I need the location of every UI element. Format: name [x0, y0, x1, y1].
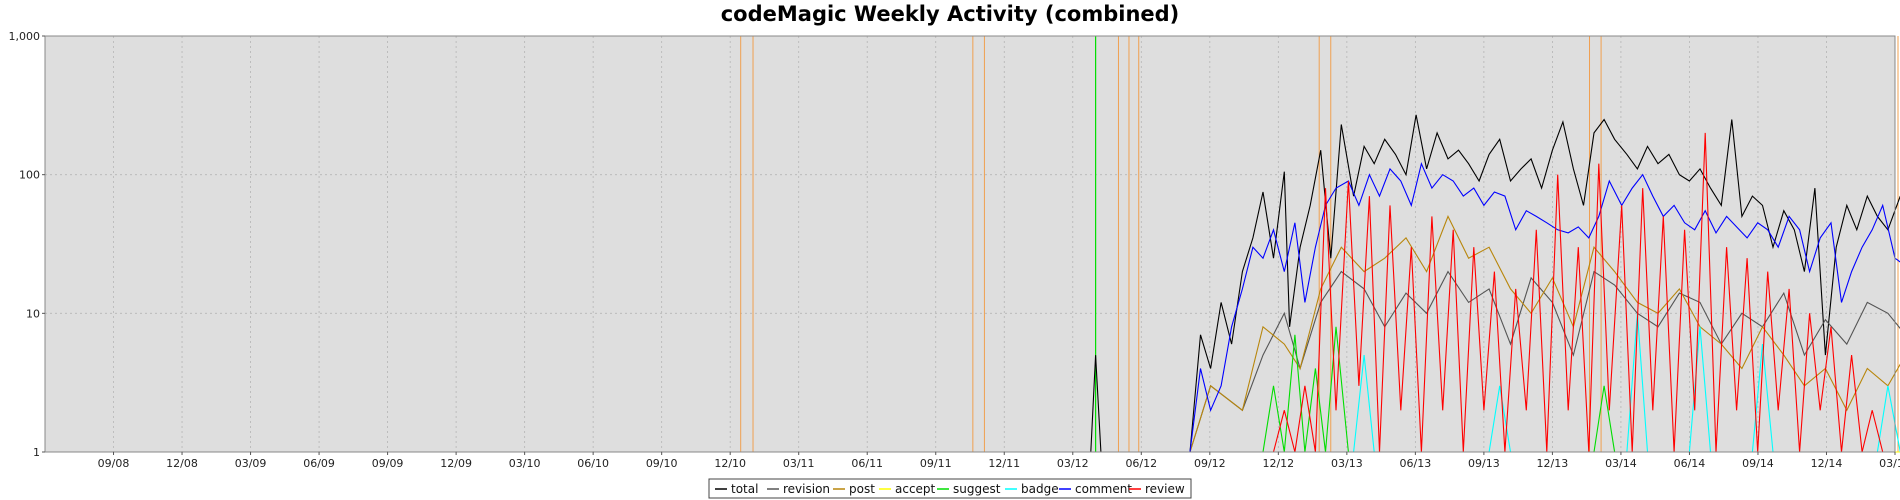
- plot-background: [45, 36, 1895, 452]
- y-tick-label: 1,000: [9, 30, 41, 43]
- x-tick-label: 06/10: [577, 457, 609, 470]
- x-tick-label: 12/14: [1811, 457, 1843, 470]
- legend-label-badge: badge: [1021, 482, 1059, 496]
- x-tick-label: 12/08: [166, 457, 198, 470]
- y-axis: 1 10 100 1,000: [9, 30, 45, 459]
- legend-box: [708, 478, 1192, 499]
- x-tick-label: 09/09: [372, 457, 404, 470]
- chart-title: codeMagic Weekly Activity (combined): [720, 2, 1180, 26]
- legend-label-review: review: [1145, 482, 1185, 496]
- x-tick-label: 12/13: [1537, 457, 1569, 470]
- series-line-total: [45, 114, 1900, 453]
- legend-label-post: post: [849, 482, 875, 496]
- x-tick-label: 06/14: [1674, 457, 1706, 470]
- legend-label-comment: comment: [1075, 482, 1132, 496]
- x-tick-label: 09/08: [98, 457, 130, 470]
- legend-label-suggest: suggest: [953, 482, 1001, 496]
- series-line-review: [45, 132, 1884, 453]
- x-tick-label: 03/12: [1057, 457, 1089, 470]
- x-tick-label: 09/11: [920, 457, 952, 470]
- legend-label-total: total: [731, 482, 758, 496]
- x-tick-label: 03/15: [1879, 457, 1900, 470]
- x-tick-label: 03/10: [509, 457, 541, 470]
- x-tick-label: 06/12: [1125, 457, 1157, 470]
- x-tick-label: 09/12: [1194, 457, 1226, 470]
- x-tick-label: 12/11: [988, 457, 1020, 470]
- x-tick-label: 12/09: [440, 457, 472, 470]
- x-tick-label: 06/13: [1400, 457, 1432, 470]
- y-tick-label: 1: [33, 446, 40, 459]
- x-tick-label: 03/13: [1331, 457, 1363, 470]
- x-tick-label: 06/09: [303, 457, 335, 470]
- plot-border: [44, 35, 1896, 453]
- x-tick-label: 03/14: [1605, 457, 1637, 470]
- x-tick-label: 06/11: [851, 457, 883, 470]
- y-tick-label: 100: [19, 169, 40, 182]
- x-tick-label: 12/10: [714, 457, 746, 470]
- x-tick-label: 12/12: [1262, 457, 1294, 470]
- x-tick-label: 03/11: [783, 457, 815, 470]
- x-axis: 09/08 12/08 03/09 06/09 09/09 12/09 03/10 06/10…: [98, 452, 1900, 470]
- x-tick-label: 09/10: [646, 457, 678, 470]
- legend-label-accept: accept: [895, 482, 936, 496]
- release-markers: [740, 36, 1899, 452]
- legend: total revision post accept suggest badge comme…: [708, 478, 1192, 499]
- legend-label-revision: revision: [783, 482, 830, 496]
- y-tick-label: 10: [26, 307, 40, 320]
- series-line-comment: [45, 161, 1900, 453]
- x-tick-label: 09/14: [1742, 457, 1774, 470]
- x-tick-label: 09/13: [1468, 457, 1500, 470]
- x-tick-label: 03/09: [235, 457, 267, 470]
